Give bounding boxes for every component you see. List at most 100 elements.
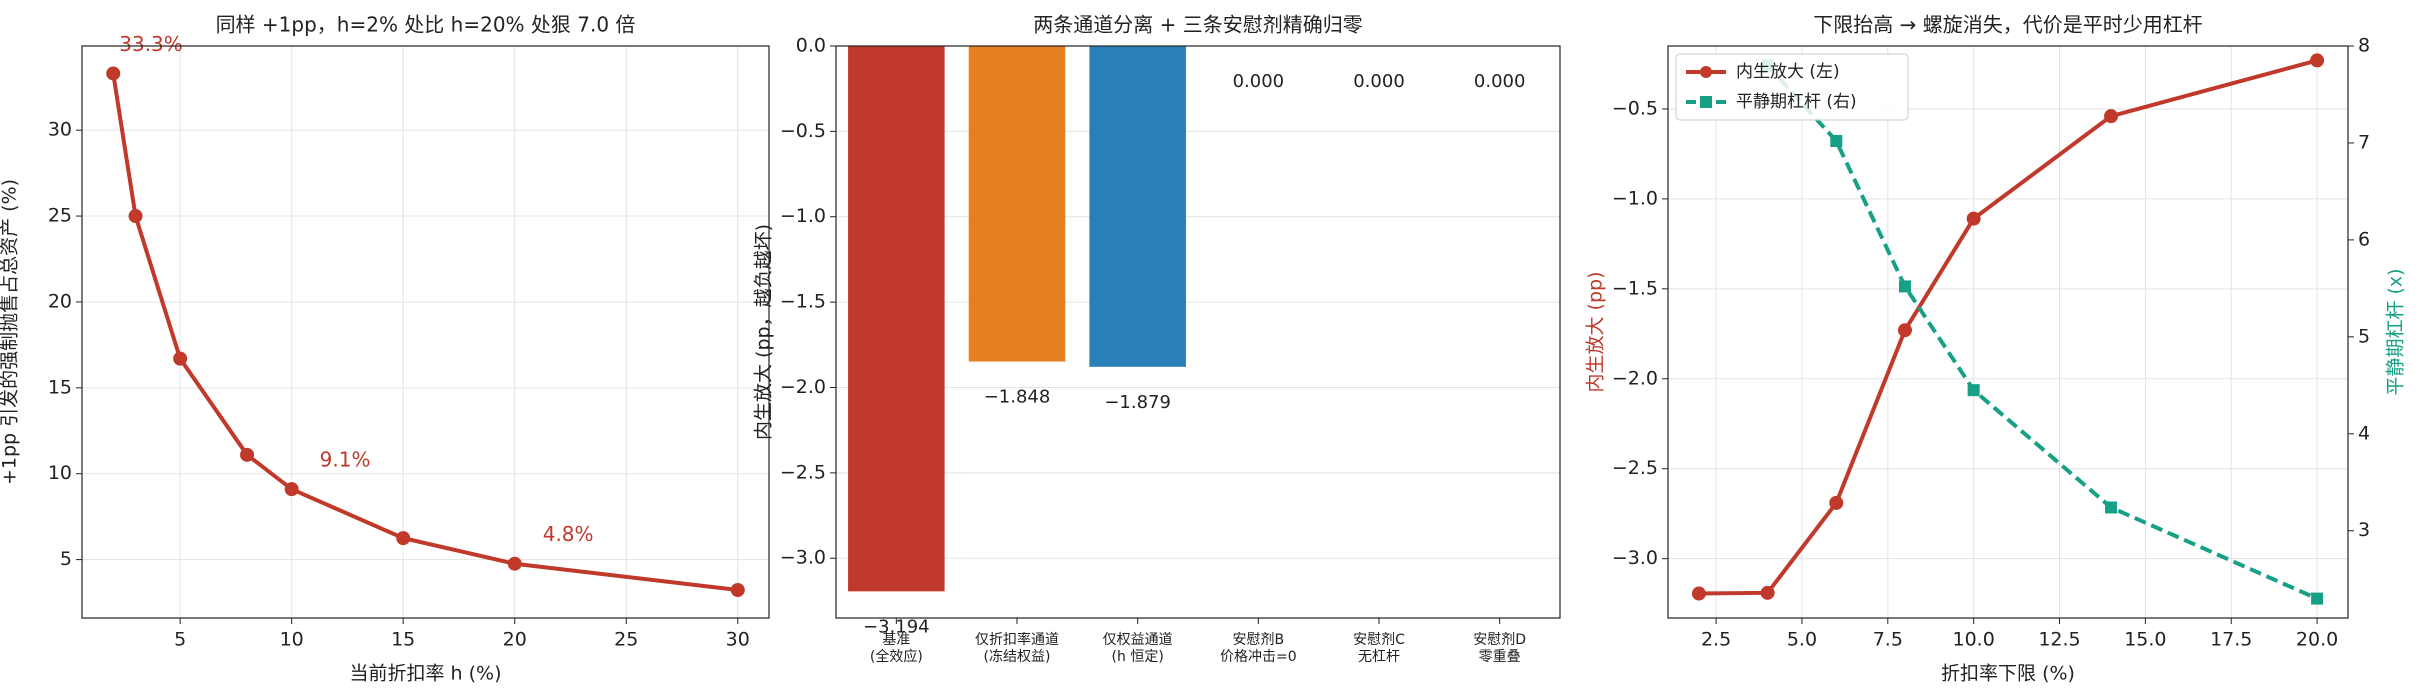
x-tick-label: 5.0: [1787, 629, 1817, 651]
marker: [2311, 592, 2324, 605]
plot-frame: [835, 45, 1561, 619]
y2-tick-label: 3: [2358, 519, 2370, 541]
marker: [1967, 384, 1980, 397]
x-tick-label: 25: [614, 629, 638, 651]
x-tick-label: 10.0: [1953, 629, 1995, 651]
data-label: −1.848: [984, 387, 1051, 408]
y-tick-label: −2.5: [780, 461, 826, 483]
y2-axis-label: 平静期杠杆 (x): [2385, 268, 2407, 395]
marker: [1829, 495, 1844, 510]
marker: [1760, 585, 1775, 600]
legend: 内生放大 (左) 平静期杠杆 (右): [1675, 53, 1909, 121]
y-tick-label: 25: [48, 205, 72, 227]
y2-tick-label: 6: [2358, 228, 2370, 250]
marker: [284, 482, 299, 497]
series-line: [1766, 64, 2318, 601]
data-label: 0.000: [1353, 71, 1405, 92]
data-label: −1.879: [1104, 392, 1171, 413]
x-tick-label: 10: [280, 629, 304, 651]
x-tick-label: 7.5: [1873, 629, 1903, 651]
x-tick-label: 5: [174, 629, 186, 651]
marker: [128, 209, 143, 224]
y2-tick-label: 4: [2358, 422, 2370, 444]
bar: [968, 46, 1066, 362]
marker: [1830, 135, 1843, 148]
y-tick-label: 0.0: [796, 35, 826, 57]
x-tick-label: 仅折扣率通道 (冻结权益): [975, 632, 1059, 665]
x-tick-label: 基准 (全效应): [869, 632, 923, 665]
marker: [1898, 280, 1911, 293]
x-axis-label: 折扣率下限 (%): [1941, 663, 2075, 685]
chart-title: 下限抬高 → 螺旋消失，代价是平时少用杠杆: [1813, 13, 2202, 37]
y-tick-label: 20: [48, 290, 72, 312]
data-label: 9.1%: [320, 448, 371, 472]
x-tick-label: 仅权益通道 (h 恒定): [1102, 632, 1173, 665]
x-tick-label: 20: [503, 629, 527, 651]
bar: [848, 46, 945, 592]
series-line: [1698, 58, 2318, 596]
y-axis-label: 内生放大 (pp，越负越坏): [753, 224, 775, 440]
y-tick-label: −1.0: [780, 205, 826, 227]
x-tick-label: 2.5: [1701, 629, 1731, 651]
legend-box: [1675, 53, 1909, 121]
y2-tick-label: 8: [2358, 35, 2370, 57]
y-tick-label: −0.5: [780, 120, 826, 142]
y-tick-label: 15: [48, 376, 72, 398]
y-tick-label: −0.5: [1612, 97, 1658, 119]
marker: [2310, 53, 2325, 68]
y-tick-label: −2.5: [1612, 457, 1658, 479]
y-tick-label: −3.0: [780, 547, 826, 569]
legend-label: 内生放大 (左): [1736, 62, 1840, 82]
x-axis-label: 当前折扣率 h (%): [349, 663, 501, 685]
y-tick-label: 10: [48, 462, 72, 484]
legend-marker: [1700, 96, 1712, 108]
y-tick-label: −2.0: [1612, 367, 1658, 389]
marker: [1691, 586, 1706, 601]
marker: [240, 447, 255, 462]
y-tick-label: −1.5: [1612, 277, 1658, 299]
marker: [2105, 501, 2118, 514]
x-tick-label: 安慰剂B 价格冲击=0: [1220, 632, 1297, 665]
x-tick-label: 15: [391, 629, 415, 651]
y-axis-label: 内生放大 (pp): [1585, 272, 1607, 393]
x-tick-label: 20.0: [2296, 629, 2338, 651]
plot-frame: [1667, 45, 2349, 619]
legend-label: 平静期杠杆 (右): [1736, 92, 1857, 112]
data-label: 0.000: [1233, 71, 1285, 92]
x-tick-label: 安慰剂C 无杠杆: [1353, 632, 1405, 665]
marker: [1897, 323, 1912, 338]
marker: [730, 583, 745, 598]
marker: [396, 531, 411, 546]
marker: [2104, 109, 2119, 124]
marker: [507, 556, 522, 571]
marker: [106, 66, 121, 81]
y-tick-label: −1.5: [780, 291, 826, 313]
y2-tick-label: 5: [2358, 325, 2370, 347]
y-tick-label: −1.0: [1612, 187, 1658, 209]
y-tick-label: 5: [60, 548, 72, 570]
series-line: [111, 73, 739, 592]
y-axis-label: +1pp 引发的强制抛售占总资产 (%): [0, 179, 21, 485]
x-tick-label: 安慰剂D 零重叠: [1473, 632, 1527, 665]
x-tick-label: 17.5: [2210, 629, 2252, 651]
x-tick-label: 15.0: [2124, 629, 2166, 651]
y-tick-label: 30: [48, 119, 72, 141]
plot-frame: [81, 45, 770, 619]
y-tick-label: −3.0: [1612, 547, 1658, 569]
data-label: −3.194: [863, 616, 930, 637]
x-tick-label: 12.5: [2038, 629, 2080, 651]
legend-marker: [1700, 66, 1712, 78]
bar: [1089, 46, 1186, 367]
y-tick-label: −2.0: [780, 376, 826, 398]
x-tick-label: 30: [726, 629, 750, 651]
data-label: 0.000: [1474, 71, 1526, 92]
data-label: 4.8%: [543, 522, 594, 546]
data-label: 33.3%: [119, 32, 183, 56]
chart-title: 两条通道分离 + 三条安慰剂精确归零: [1033, 13, 1362, 37]
marker: [1966, 211, 1981, 226]
marker: [173, 351, 188, 366]
chart-title: 同样 +1pp，h=2% 处比 h=20% 处狠 7.0 倍: [216, 13, 636, 37]
y2-tick-label: 7: [2358, 131, 2370, 153]
